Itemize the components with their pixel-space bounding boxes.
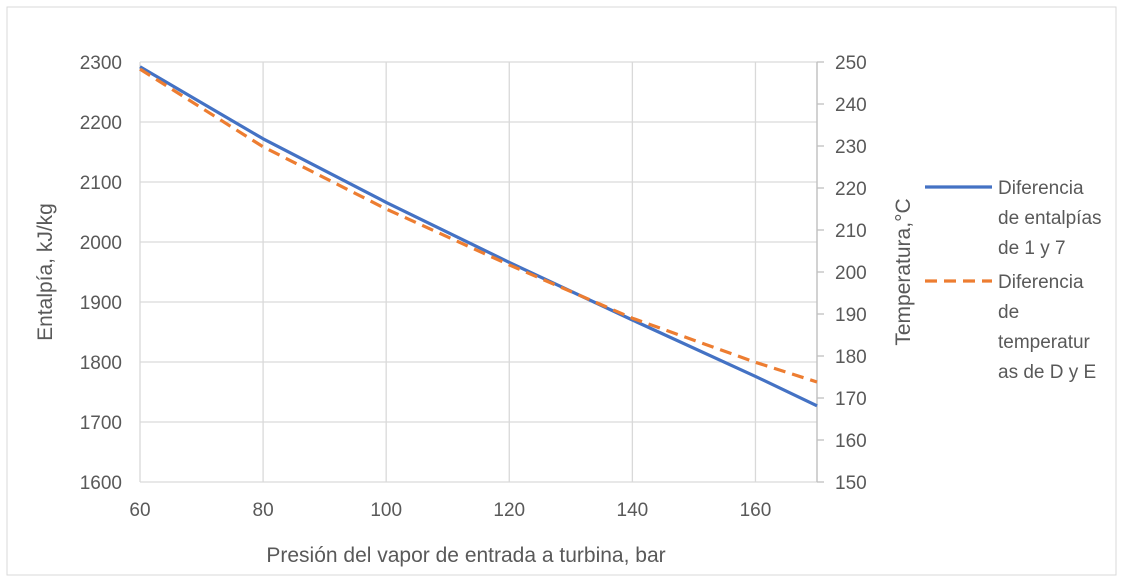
series-line-2	[139, 67, 818, 384]
series-line-1	[139, 65, 818, 408]
y2-tick-label: 200	[835, 263, 867, 284]
y2-tick-label: 180	[835, 347, 867, 368]
axes: 60 80 100 120 140 160 1600 1700 1800 1900 2000 2100…	[34, 53, 915, 567]
x-axis-title: Presión del vapor de entrada a turbina, …	[266, 544, 665, 567]
legend-label-2: temperatur	[998, 332, 1091, 353]
y-tick-label: 1600	[80, 473, 122, 494]
x-tick-label: 140	[617, 500, 649, 521]
y2-tick-label: 160	[835, 431, 867, 452]
x-tick-label: 160	[740, 500, 772, 521]
y2-tick-label: 210	[835, 221, 867, 242]
y-tick-label: 1900	[80, 293, 122, 314]
y-tick-label: 2300	[80, 53, 122, 74]
y-tick-label: 1800	[80, 353, 122, 374]
y2-tick-label: 190	[835, 305, 867, 326]
legend-label-2: de	[998, 302, 1019, 323]
legend: Diferencia de entalpías de 1 y 7 Diferencia…	[925, 178, 1102, 383]
y-tick-label: 1700	[80, 413, 122, 434]
x-tick-label: 120	[493, 500, 525, 521]
legend-label-1: Diferencia	[998, 178, 1084, 199]
y2-tick-label: 240	[835, 95, 867, 116]
legend-label-2: as de D y E	[998, 362, 1096, 383]
series-lines	[139, 65, 818, 408]
y2-tick-label: 230	[835, 137, 867, 158]
y-axis-title: Entalpía, kJ/kg	[34, 203, 57, 341]
legend-label-2: Diferencia	[998, 272, 1084, 293]
y2-tick-label: 220	[835, 179, 867, 200]
legend-label-1: de 1 y 7	[998, 238, 1066, 259]
legend-label-1: de entalpías	[998, 208, 1102, 229]
y2-tick-label: 170	[835, 389, 867, 410]
y2-tick-label: 250	[835, 53, 867, 74]
chart-border	[6, 6, 1117, 576]
y-tick-label: 2000	[80, 233, 122, 254]
y-tick-label: 2100	[80, 173, 122, 194]
x-tick-label: 60	[129, 500, 150, 521]
x-tick-label: 100	[370, 500, 402, 521]
x-tick-label: 80	[253, 500, 274, 521]
y-tick-label: 2200	[80, 113, 122, 134]
y2-tick-label: 150	[835, 473, 867, 494]
gridlines	[139, 61, 818, 483]
y2-axis-title: Temperatura,°C	[892, 198, 915, 345]
